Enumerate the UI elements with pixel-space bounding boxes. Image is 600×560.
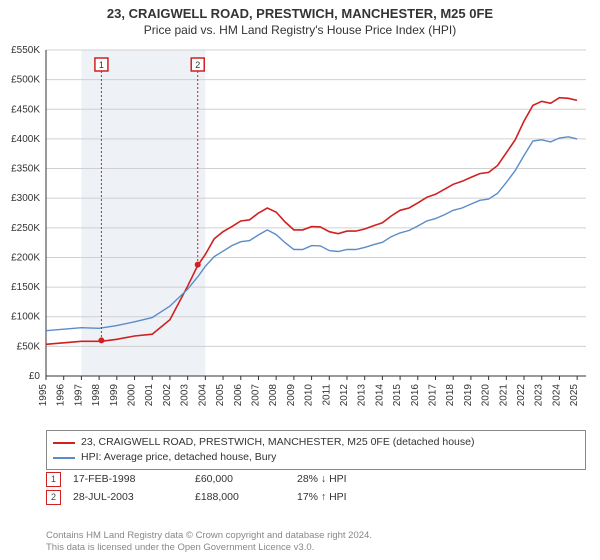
event-date: 28-JUL-2003 — [73, 491, 183, 503]
svg-text:2: 2 — [195, 60, 200, 70]
svg-text:1999: 1999 — [109, 384, 120, 407]
svg-text:2015: 2015 — [392, 384, 403, 407]
svg-text:2014: 2014 — [374, 384, 385, 407]
event-price: £188,000 — [195, 491, 285, 503]
legend-item: 23, CRAIGWELL ROAD, PRESTWICH, MANCHESTE… — [53, 435, 579, 450]
svg-text:£550K: £550K — [11, 45, 40, 56]
event-delta: 28% ↓ HPI — [297, 473, 347, 485]
svg-text:2024: 2024 — [551, 384, 562, 407]
svg-text:2009: 2009 — [286, 384, 297, 407]
svg-text:£400K: £400K — [11, 134, 40, 145]
svg-text:2017: 2017 — [428, 384, 439, 407]
svg-text:2022: 2022 — [516, 384, 527, 407]
svg-text:2001: 2001 — [144, 384, 155, 407]
footer-line2: This data is licensed under the Open Gov… — [46, 542, 586, 554]
svg-text:2002: 2002 — [162, 384, 173, 407]
svg-text:£100K: £100K — [11, 312, 40, 323]
chart-title: 23, CRAIGWELL ROAD, PRESTWICH, MANCHESTE… — [0, 6, 600, 21]
event-marker: 2 — [46, 490, 61, 505]
svg-text:2012: 2012 — [339, 384, 350, 407]
event-price: £60,000 — [195, 473, 285, 485]
svg-text:2019: 2019 — [463, 384, 474, 407]
svg-text:2025: 2025 — [569, 384, 580, 407]
chart-subtitle: Price paid vs. HM Land Registry's House … — [0, 23, 600, 37]
svg-text:1: 1 — [99, 60, 104, 70]
svg-text:£450K: £450K — [11, 104, 40, 115]
svg-text:2016: 2016 — [410, 384, 421, 407]
legend-label: HPI: Average price, detached house, Bury — [81, 450, 276, 465]
svg-text:£350K: £350K — [11, 164, 40, 175]
event-row: 2 28-JUL-2003 £188,000 17% ↑ HPI — [46, 488, 586, 506]
svg-text:1996: 1996 — [56, 384, 67, 407]
svg-text:2003: 2003 — [180, 384, 191, 407]
event-delta: 17% ↑ HPI — [297, 491, 347, 503]
legend-swatch — [53, 457, 75, 459]
svg-text:2021: 2021 — [498, 384, 509, 407]
legend: 23, CRAIGWELL ROAD, PRESTWICH, MANCHESTE… — [46, 430, 586, 470]
svg-text:2007: 2007 — [250, 384, 261, 407]
svg-text:2004: 2004 — [197, 384, 208, 407]
svg-text:2018: 2018 — [445, 384, 456, 407]
svg-text:2023: 2023 — [534, 384, 545, 407]
event-date: 17-FEB-1998 — [73, 473, 183, 485]
svg-text:£50K: £50K — [17, 341, 41, 352]
svg-text:2000: 2000 — [127, 384, 138, 407]
event-row: 1 17-FEB-1998 £60,000 28% ↓ HPI — [46, 470, 586, 488]
svg-text:1995: 1995 — [38, 384, 49, 407]
svg-text:£250K: £250K — [11, 223, 40, 234]
svg-text:2005: 2005 — [215, 384, 226, 407]
svg-text:£150K: £150K — [11, 282, 40, 293]
events-table: 1 17-FEB-1998 £60,000 28% ↓ HPI 2 28-JUL-2003… — [46, 470, 586, 506]
footer-text: Contains HM Land Registry data © Crown c… — [46, 530, 586, 554]
svg-text:2011: 2011 — [321, 384, 332, 406]
price-chart: £0£50K£100K£150K£200K£250K£300K£350K£400… — [46, 46, 586, 416]
svg-text:£200K: £200K — [11, 252, 40, 263]
svg-text:2008: 2008 — [268, 384, 279, 407]
footer-line1: Contains HM Land Registry data © Crown c… — [46, 530, 586, 542]
svg-text:1998: 1998 — [91, 384, 102, 407]
svg-text:2013: 2013 — [357, 384, 368, 407]
svg-text:2006: 2006 — [233, 384, 244, 407]
svg-text:2020: 2020 — [481, 384, 492, 407]
svg-text:£0: £0 — [29, 371, 41, 382]
legend-label: 23, CRAIGWELL ROAD, PRESTWICH, MANCHESTE… — [81, 435, 474, 450]
svg-text:£500K: £500K — [11, 75, 40, 86]
event-marker: 1 — [46, 472, 61, 487]
svg-text:2010: 2010 — [304, 384, 315, 407]
legend-swatch — [53, 442, 75, 444]
svg-text:£300K: £300K — [11, 193, 40, 204]
legend-item: HPI: Average price, detached house, Bury — [53, 450, 579, 465]
svg-text:1997: 1997 — [73, 384, 84, 407]
